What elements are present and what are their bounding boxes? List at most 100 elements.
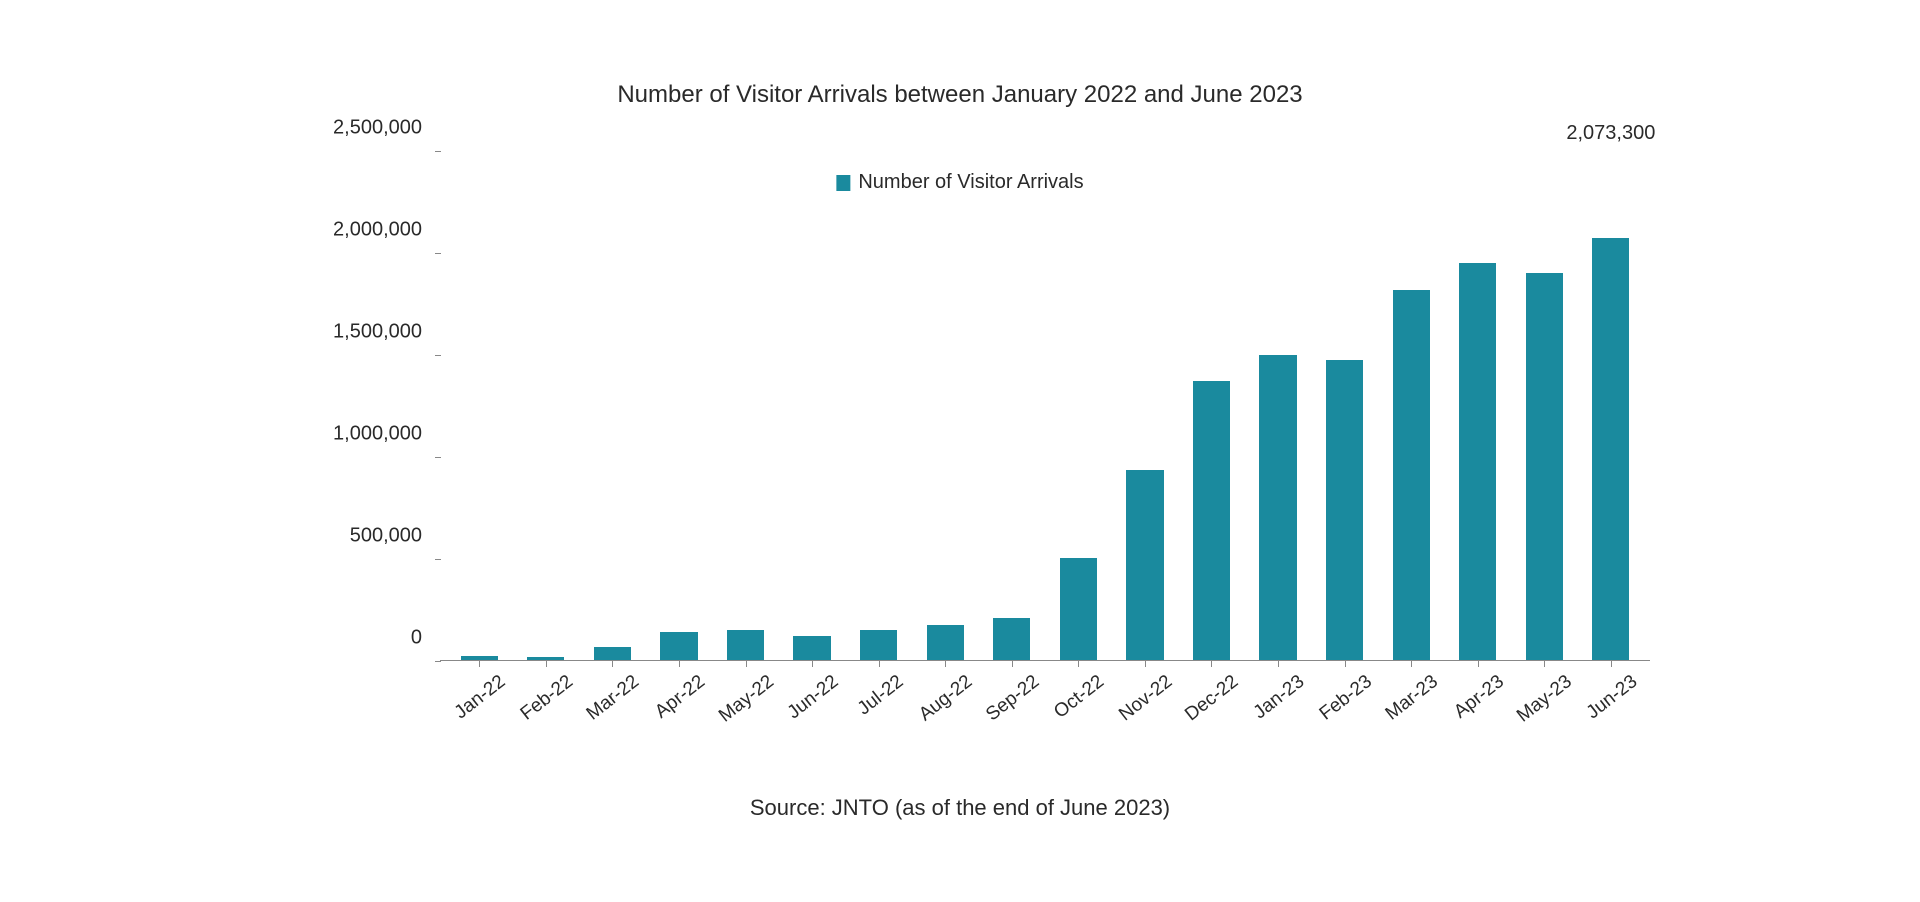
bar: [1393, 290, 1430, 660]
bar-slot: [446, 151, 513, 660]
bar-slot: [1378, 151, 1445, 660]
x-tick: Oct-22: [1045, 661, 1112, 751]
x-tick-mark: [679, 661, 680, 667]
bar: [527, 657, 564, 660]
y-tick-label: 0: [411, 627, 422, 650]
visitor-arrivals-chart: Number of Visitor Arrivals between Janua…: [210, 51, 1710, 851]
x-tick-mark: [746, 661, 747, 667]
x-tick-mark: [479, 661, 480, 667]
bar: [594, 647, 631, 660]
x-tick: Dec-22: [1178, 661, 1245, 751]
x-tick: May-23: [1511, 661, 1578, 751]
x-tick: Sep-22: [979, 661, 1046, 751]
x-tick: Jun-22: [779, 661, 846, 751]
x-tick-label: Feb-22: [516, 671, 577, 725]
x-tick-mark: [612, 661, 613, 667]
x-tick: Feb-23: [1311, 661, 1378, 751]
bar: [1259, 355, 1296, 660]
bar-slot: [845, 151, 912, 660]
chart-title: Number of Visitor Arrivals between Janua…: [270, 81, 1650, 109]
x-tick-mark: [546, 661, 547, 667]
bar-slot: [912, 151, 979, 660]
bar-slot: 2,073,300: [1578, 151, 1645, 660]
bar-slot: [712, 151, 779, 660]
bar-slot: [979, 151, 1046, 660]
x-tick-label: Aug-22: [915, 671, 977, 726]
x-axis: Jan-22Feb-22Mar-22Apr-22May-22Jun-22Jul-…: [440, 661, 1650, 751]
x-tick-label: Apr-22: [651, 671, 709, 723]
x-tick-mark: [1478, 661, 1479, 667]
bar-slot: [513, 151, 580, 660]
x-tick-mark: [812, 661, 813, 667]
x-tick: Nov-22: [1112, 661, 1179, 751]
x-tick-mark: [879, 661, 880, 667]
bar-slot: [1112, 151, 1179, 660]
bar: [727, 630, 764, 660]
bar-value-label: 2,073,300: [1566, 122, 1655, 145]
x-tick-mark: [1145, 661, 1146, 667]
source-note: Source: JNTO (as of the end of June 2023…: [210, 795, 1710, 821]
y-axis: 0500,0001,000,0001,500,0002,000,0002,500…: [210, 151, 440, 661]
bar-slot: [1311, 151, 1378, 660]
x-tick-label: May-23: [1513, 671, 1576, 727]
bar: [860, 630, 897, 660]
y-tick-label: 2,000,000: [333, 219, 422, 242]
x-tick-mark: [1411, 661, 1412, 667]
x-tick-mark: [1345, 661, 1346, 667]
x-tick: Jan-23: [1245, 661, 1312, 751]
x-tick-label: Jan-23: [1250, 671, 1309, 724]
x-tick-label: Jun-23: [1582, 671, 1641, 724]
bar-slot: [646, 151, 713, 660]
x-tick-label: Apr-23: [1450, 671, 1508, 723]
x-tick: Aug-22: [912, 661, 979, 751]
x-tick-mark: [1078, 661, 1079, 667]
bar: [1193, 381, 1230, 660]
bar: [1126, 470, 1163, 660]
bar: [461, 656, 498, 660]
x-tick: Jul-22: [845, 661, 912, 751]
x-tick: Mar-22: [579, 661, 646, 751]
x-tick-label: Jun-22: [784, 671, 843, 724]
bar: [927, 625, 964, 660]
x-tick: Feb-22: [513, 661, 580, 751]
y-tick-label: 2,500,000: [333, 117, 422, 140]
x-tick-label: Sep-22: [982, 671, 1044, 726]
x-tick-mark: [1611, 661, 1612, 667]
x-tick-label: Jul-22: [853, 671, 907, 720]
x-tick-label: Oct-22: [1051, 671, 1109, 723]
x-tick: Mar-23: [1378, 661, 1445, 751]
x-tick: Apr-23: [1444, 661, 1511, 751]
x-tick: Apr-22: [646, 661, 713, 751]
bar: [1060, 558, 1097, 660]
bar: [660, 632, 697, 661]
bar-slot: [1178, 151, 1245, 660]
x-tick-label: Mar-23: [1382, 671, 1443, 725]
bar: [993, 618, 1030, 660]
y-tick-label: 500,000: [350, 525, 422, 548]
bars-wrap: 2,073,300: [440, 151, 1650, 660]
bar: [1526, 273, 1563, 660]
bar-slot: [579, 151, 646, 660]
x-tick-label: Feb-23: [1315, 671, 1376, 725]
x-tick-label: May-22: [715, 671, 778, 727]
bar: [1326, 360, 1363, 661]
x-tick: Jun-23: [1578, 661, 1645, 751]
bar: [793, 636, 830, 660]
x-tick-mark: [1211, 661, 1212, 667]
x-tick-label: Mar-22: [583, 671, 644, 725]
bar-slot: [1511, 151, 1578, 660]
x-tick-label: Nov-22: [1115, 671, 1177, 726]
bar: [1592, 238, 1629, 660]
bar-slot: [779, 151, 846, 660]
x-tick-mark: [1278, 661, 1279, 667]
bar-slot: [1045, 151, 1112, 660]
x-tick-mark: [1012, 661, 1013, 667]
bar-slot: [1444, 151, 1511, 660]
bar-slot: [1245, 151, 1312, 660]
x-tick-label: Jan-22: [451, 671, 510, 724]
plot-area: 2,073,300: [440, 151, 1650, 661]
x-tick: May-22: [712, 661, 779, 751]
y-tick-label: 1,000,000: [333, 423, 422, 446]
y-tick-label: 1,500,000: [333, 321, 422, 344]
x-tick-label: Dec-22: [1182, 671, 1244, 726]
